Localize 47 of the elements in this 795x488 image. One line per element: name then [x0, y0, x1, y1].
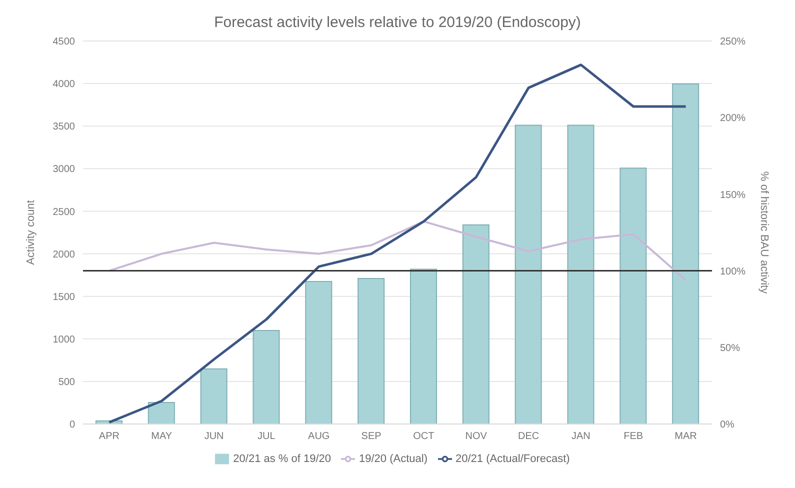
- y-tick-label: 4000: [52, 79, 76, 90]
- x-tick-label: JAN: [572, 431, 590, 442]
- bar: [305, 281, 332, 424]
- y-tick-label: 0: [69, 420, 76, 431]
- y2-tick-label: 50%: [720, 342, 740, 354]
- y-tick-label: 4500: [52, 36, 76, 48]
- x-tick-label: DEC: [518, 431, 540, 442]
- bar: [620, 168, 647, 424]
- x-tick-label: OCT: [413, 431, 434, 442]
- legend-label: 19/20 (Actual): [359, 452, 428, 465]
- bar: [358, 278, 385, 424]
- x-tick-label: FEB: [624, 431, 644, 442]
- y-tick-label: 500: [58, 376, 76, 388]
- legend-label: 20/21 (Actual/Forecast): [456, 452, 570, 465]
- x-tick-label: MAY: [151, 431, 172, 442]
- x-tick-label: JUN: [204, 431, 224, 442]
- chart-title: Forecast activity levels relative to 2019/20 (Endoscopy): [213, 13, 582, 31]
- y-axis-title: Activity count: [24, 200, 37, 265]
- y-tick-label: 1500: [52, 292, 76, 303]
- x-tick-label: AUG: [308, 431, 330, 442]
- bar: [148, 402, 175, 424]
- y2-tick-label: 100%: [720, 266, 746, 278]
- y-tick-label: 1000: [52, 334, 76, 346]
- legend-label: 20/21 as % of 19/20: [233, 452, 332, 465]
- bar: [200, 368, 228, 424]
- y2-tick-label: 250%: [720, 36, 746, 48]
- y-tick-label: 3000: [52, 164, 76, 176]
- y2-tick-label: 150%: [720, 190, 746, 201]
- y-tick-label: 2000: [52, 249, 76, 260]
- y2-tick-label: 200%: [720, 113, 746, 124]
- x-tick-label: SEP: [361, 431, 382, 442]
- x-tick-label: APR: [98, 431, 120, 442]
- line-series: [108, 64, 688, 424]
- x-tick-label: JUL: [258, 431, 276, 442]
- x-tick-label: NOV: [465, 431, 488, 442]
- x-tick-label: MAR: [674, 431, 697, 442]
- bar: [252, 330, 280, 424]
- y2-tick-label: 0%: [720, 420, 735, 431]
- y-tick-label: 3500: [52, 122, 76, 133]
- bar: [410, 268, 437, 424]
- bar: [514, 124, 542, 424]
- y-tick-label: 2500: [52, 206, 76, 218]
- bar: [567, 124, 594, 424]
- bar: [672, 83, 700, 424]
- bar: [462, 224, 490, 424]
- line-series: [108, 220, 687, 282]
- y2-axis-title: % of historic BAU activity: [758, 171, 770, 294]
